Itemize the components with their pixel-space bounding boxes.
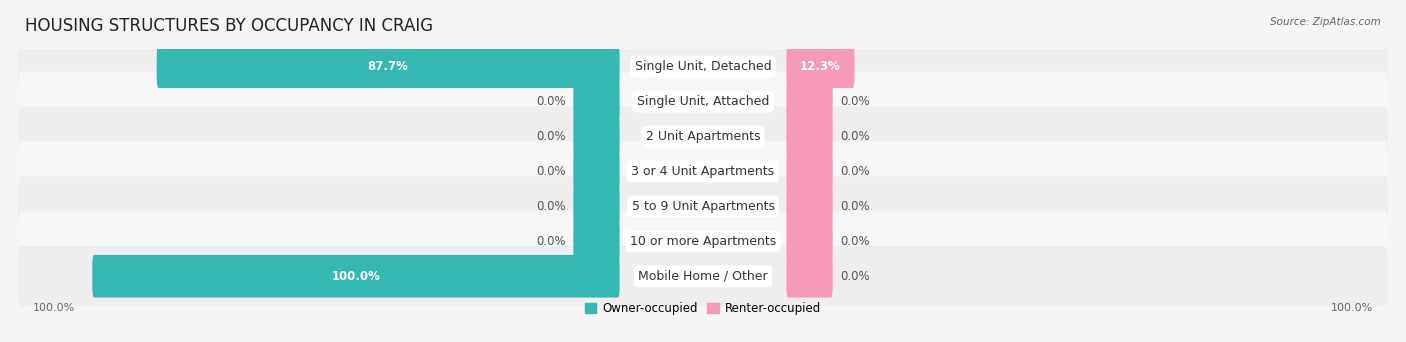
Text: HOUSING STRUCTURES BY OCCUPANCY IN CRAIG: HOUSING STRUCTURES BY OCCUPANCY IN CRAIG bbox=[25, 17, 433, 35]
FancyBboxPatch shape bbox=[574, 150, 620, 193]
Text: 100.0%: 100.0% bbox=[34, 303, 76, 313]
FancyBboxPatch shape bbox=[18, 211, 1388, 271]
FancyBboxPatch shape bbox=[18, 37, 1388, 97]
FancyBboxPatch shape bbox=[786, 255, 832, 298]
Legend: Owner-occupied, Renter-occupied: Owner-occupied, Renter-occupied bbox=[579, 298, 827, 320]
Text: 0.0%: 0.0% bbox=[536, 165, 567, 178]
Text: Single Unit, Attached: Single Unit, Attached bbox=[637, 95, 769, 108]
FancyBboxPatch shape bbox=[18, 141, 1388, 201]
Text: 0.0%: 0.0% bbox=[536, 130, 567, 143]
Text: 10 or more Apartments: 10 or more Apartments bbox=[630, 235, 776, 248]
FancyBboxPatch shape bbox=[18, 71, 1388, 132]
Text: 0.0%: 0.0% bbox=[536, 200, 567, 213]
FancyBboxPatch shape bbox=[18, 106, 1388, 167]
Text: 0.0%: 0.0% bbox=[839, 270, 870, 283]
Text: 0.0%: 0.0% bbox=[839, 130, 870, 143]
Text: 12.3%: 12.3% bbox=[800, 60, 841, 73]
FancyBboxPatch shape bbox=[786, 185, 832, 228]
Text: Single Unit, Detached: Single Unit, Detached bbox=[634, 60, 772, 73]
Text: 0.0%: 0.0% bbox=[536, 95, 567, 108]
FancyBboxPatch shape bbox=[18, 176, 1388, 236]
FancyBboxPatch shape bbox=[93, 255, 620, 298]
Text: 5 to 9 Unit Apartments: 5 to 9 Unit Apartments bbox=[631, 200, 775, 213]
Text: 0.0%: 0.0% bbox=[839, 235, 870, 248]
FancyBboxPatch shape bbox=[786, 220, 832, 263]
FancyBboxPatch shape bbox=[574, 185, 620, 228]
FancyBboxPatch shape bbox=[574, 220, 620, 263]
FancyBboxPatch shape bbox=[786, 45, 855, 88]
Text: Source: ZipAtlas.com: Source: ZipAtlas.com bbox=[1270, 17, 1381, 27]
Text: 0.0%: 0.0% bbox=[839, 200, 870, 213]
Text: Mobile Home / Other: Mobile Home / Other bbox=[638, 270, 768, 283]
Text: 0.0%: 0.0% bbox=[839, 95, 870, 108]
Text: 87.7%: 87.7% bbox=[368, 60, 409, 73]
Text: 0.0%: 0.0% bbox=[536, 235, 567, 248]
Text: 2 Unit Apartments: 2 Unit Apartments bbox=[645, 130, 761, 143]
Text: 0.0%: 0.0% bbox=[839, 165, 870, 178]
FancyBboxPatch shape bbox=[156, 45, 620, 88]
FancyBboxPatch shape bbox=[786, 115, 832, 158]
FancyBboxPatch shape bbox=[574, 115, 620, 158]
FancyBboxPatch shape bbox=[574, 80, 620, 123]
FancyBboxPatch shape bbox=[786, 150, 832, 193]
FancyBboxPatch shape bbox=[18, 246, 1388, 306]
Text: 100.0%: 100.0% bbox=[332, 270, 381, 283]
Text: 3 or 4 Unit Apartments: 3 or 4 Unit Apartments bbox=[631, 165, 775, 178]
Text: 100.0%: 100.0% bbox=[1330, 303, 1372, 313]
FancyBboxPatch shape bbox=[786, 80, 832, 123]
